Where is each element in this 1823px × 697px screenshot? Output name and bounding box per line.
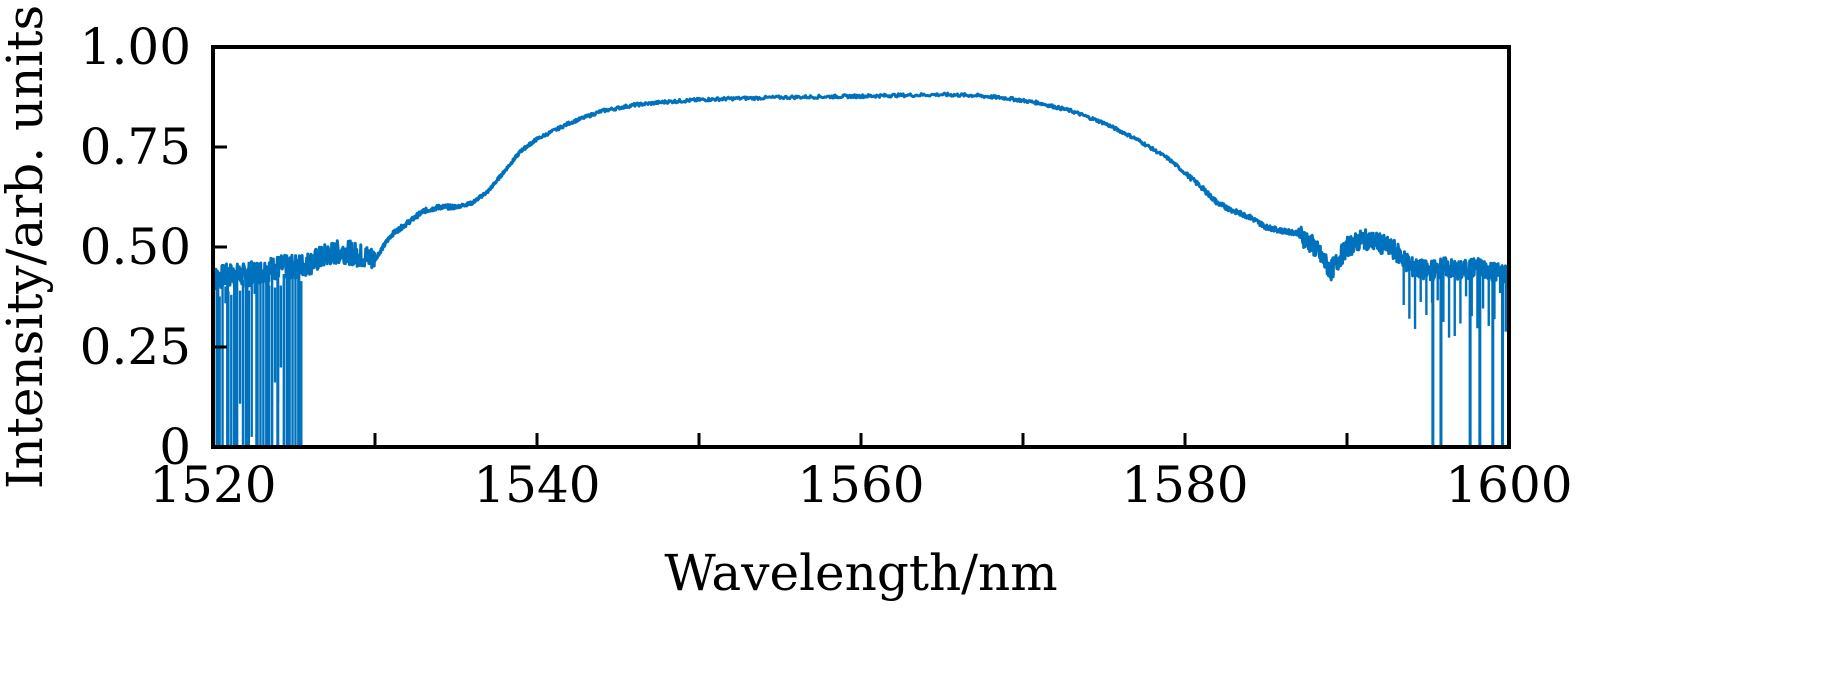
y-tick-label: 0.25 — [80, 318, 191, 376]
x-tick-label: 1540 — [473, 456, 600, 514]
y-tick-label: 0 — [159, 418, 191, 476]
y-axis-ticks: 0 0.25 0.50 0.75 1.00 — [80, 18, 227, 476]
y-tick-label: 0.75 — [80, 118, 191, 176]
plot-frame — [211, 45, 1511, 449]
y-axis-title: Intensity/arb. units — [0, 5, 54, 489]
y-tick-label: 0.50 — [80, 218, 191, 276]
x-axis-title: Wavelength/nm — [664, 544, 1057, 602]
x-tick-label: 1520 — [149, 456, 276, 514]
x-tick-label: 1580 — [1121, 456, 1248, 514]
plot-area — [213, 91, 1509, 447]
x-axis-ticks: 1520 1540 1560 1580 1600 — [149, 433, 1573, 514]
x-tick-label: 1600 — [1445, 456, 1572, 514]
y-tick-label: 1.00 — [80, 18, 191, 76]
spectrum-line — [213, 91, 1509, 290]
x-tick-label: 1560 — [797, 456, 924, 514]
